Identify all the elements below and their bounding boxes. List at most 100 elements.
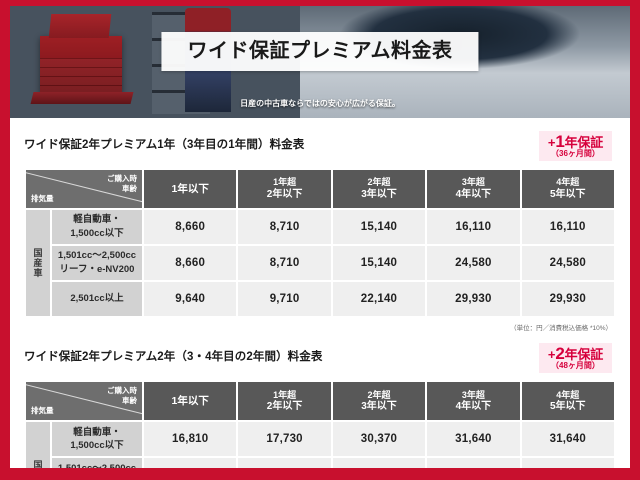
badge-main-label: +2年保証: [548, 345, 603, 363]
column-header-1: 1年超 2年以下: [238, 170, 331, 209]
column-header-2-line2: 3年以下: [361, 188, 397, 200]
cell-value: 17,890: [238, 458, 331, 468]
cell-value: 29,930: [427, 282, 520, 317]
section-header: ワイド保証2年プレミアム1年（3年目の1年間）料金表 +1年保証 （36ヶ月間）: [24, 131, 616, 162]
column-header-4-line1: 4年超: [556, 389, 580, 400]
column-header-3: 3年超 4年以下: [427, 170, 520, 209]
cell-value: 31,640: [427, 422, 520, 457]
column-header-1-line2: 2年以下: [266, 400, 303, 412]
rate-table-2year: ご購入時 車齢 排気量 1年以下 1年超 2年以下 2年超 3年以下: [24, 380, 616, 468]
cell-value: 17,730: [238, 422, 331, 457]
column-header-3-line1: 3年超: [461, 389, 485, 400]
section-premium-1year: ワイド保証2年プレミアム1年（3年目の1年間）料金表 +1年保証 （36ヶ月間）: [24, 131, 616, 332]
row-label-0-line1: 軽自動車・: [73, 426, 121, 438]
row-label-0-line2: 1,500cc以下: [70, 228, 124, 240]
cell-value: 9,710: [238, 282, 331, 317]
cell-value: 42,160: [521, 458, 614, 468]
cell-value: 30,370: [332, 422, 426, 457]
page-title: ワイド保証プレミアム料金表: [187, 40, 453, 62]
corner-age-line2: 車齢: [122, 183, 137, 193]
column-header-2-line2: 3年以下: [361, 400, 397, 412]
column-header-1-line2: 2年以下: [266, 188, 303, 200]
column-header-2-line1: 2年超: [367, 177, 391, 188]
toolbox-drawers-decoration: [40, 58, 122, 94]
table-row: 国産車 軽自動車・ 1,500cc以下 16,810 17,730 30,370…: [26, 422, 614, 468]
badge-number: 1: [555, 132, 565, 151]
hero-banner: ワイド保証プレミアム料金表 日産の中古車ならではの安心が広がる保証。: [10, 6, 630, 118]
row-label-0: 軽自動車・ 1,500cc以下: [52, 210, 142, 245]
row-label-1: 1,501cc～2,500cc リーフ・e-NV200: [52, 458, 142, 468]
cell-value: 8,710: [238, 210, 331, 245]
row-group-label: 国産車: [26, 210, 50, 317]
section-header: ワイド保証2年プレミアム2年（3・4年目の2年間）料金表 +2年保証 （48ヶ月…: [24, 343, 616, 374]
row-label-1-line1: 1,501cc～2,500cc: [57, 250, 137, 262]
corner-displacement-label: 排気量: [31, 194, 54, 204]
table-header-row: ご購入時 車齢 排気量 1年以下 1年超 2年以下 2年超 3年以下: [26, 382, 614, 421]
unit-note: （単位：円／消費税込価格 *10%）: [510, 325, 612, 333]
column-header-3-line1: 3年超: [461, 177, 485, 188]
column-header-4: 4年超 5年以下: [521, 170, 614, 209]
page-inner: ワイド保証プレミアム料金表 日産の中古車ならではの安心が広がる保証。 ワイド保証…: [10, 6, 630, 468]
column-header-4: 4年超 5年以下: [521, 382, 614, 421]
cell-value: 24,580: [427, 246, 520, 281]
hero-title-box: ワイド保証プレミアム料金表: [161, 32, 479, 71]
column-header-3-line2: 4年以下: [455, 400, 492, 412]
table-row: 1,501cc～2,500cc リーフ・e-NV200 8,660 8,710 …: [26, 246, 614, 281]
cell-value: 15,140: [332, 246, 426, 281]
corner-age-line2: 車齢: [122, 395, 137, 405]
table-row: 国産車 軽自動車・ 1,500cc以下 8,660 8,710 15,140 1…: [26, 210, 614, 317]
table-corner-header: ご購入時 車齢 排気量: [26, 170, 142, 209]
badge-main-label: +1年保証: [548, 133, 603, 151]
content-area: ワイド保証2年プレミアム1年（3年目の1年間）料金表 +1年保証 （36ヶ月間）: [10, 118, 630, 468]
corner-displacement-label: 排気量: [31, 406, 54, 416]
corner-age-line1: ご購入時: [107, 386, 137, 396]
red-toolbox-decoration: [40, 36, 122, 94]
row-label-0: 軽自動車・ 1,500cc以下: [52, 422, 142, 457]
hero-subtitle: 日産の中古車ならではの安心が広がる保証。: [240, 99, 400, 108]
section-title: ワイド保証2年プレミアム1年（3年目の1年間）料金表: [24, 139, 305, 151]
cell-value: 22,140: [332, 282, 426, 317]
cell-value: 16,900: [144, 458, 237, 468]
badge-sub-label: （36ヶ月間）: [551, 148, 600, 158]
column-header-3: 3年超 4年以下: [427, 382, 520, 421]
cell-value: 15,140: [332, 210, 426, 245]
status-badge: +2年保証 （48ヶ月間）: [538, 343, 612, 374]
row-group-label: 国産車: [26, 422, 50, 468]
cell-value: 8,660: [144, 210, 237, 245]
badge-prefix: +: [547, 347, 556, 363]
column-header-4-line1: 4年超: [556, 177, 580, 188]
corner-age-label: ご購入時 車齢: [107, 174, 137, 193]
row-label-0-line1: 軽自動車・: [73, 214, 121, 226]
column-header-1-line1: 1年超: [273, 389, 297, 400]
cell-value: 16,110: [521, 210, 614, 245]
table-row: 2,501cc以上 9,640 9,710 22,140 29,930 29,9…: [26, 282, 614, 317]
column-header-2-line1: 2年超: [367, 389, 391, 400]
column-header-4-line2: 5年以下: [550, 188, 586, 200]
column-header-0: 1年以下: [144, 382, 237, 421]
badge-number: 2: [555, 344, 565, 364]
cell-value: 29,930: [521, 282, 614, 317]
cell-value: 8,710: [238, 246, 331, 281]
row-label-2: 2,501cc以上: [52, 282, 142, 317]
badge-suffix: 年保証: [564, 135, 604, 150]
cell-value: 8,660: [144, 246, 237, 281]
status-badge: +1年保証 （36ヶ月間）: [538, 131, 612, 162]
rate-table-1year: ご購入時 車齢 排気量 1年以下 1年超 2年以下 2年超 3年以下: [24, 168, 616, 318]
column-header-0: 1年以下: [144, 170, 237, 209]
table-row: 1,501cc～2,500cc リーフ・e-NV200 16,900 17,89…: [26, 458, 614, 468]
section-premium-2year: ワイド保証2年プレミアム2年（3・4年目の2年間）料金表 +2年保証 （48ヶ月…: [24, 343, 616, 468]
column-header-1-line1: 1年超: [273, 177, 297, 188]
cell-value: 16,810: [144, 422, 237, 457]
cell-value: 16,110: [427, 210, 520, 245]
row-label-1: 1,501cc～2,500cc リーフ・e-NV200: [52, 246, 142, 281]
cell-value: 42,160: [427, 458, 520, 468]
corner-age-label: ご購入時 車齢: [107, 386, 137, 405]
row-label-1-line1: 1,501cc～2,500cc: [58, 463, 136, 468]
workbench-decoration: [30, 92, 134, 104]
badge-suffix: 年保証: [564, 347, 604, 363]
cell-value: 31,640: [521, 422, 614, 457]
cell-value: 9,640: [144, 282, 237, 317]
section-title: ワイド保証2年プレミアム2年（3・4年目の2年間）料金表: [24, 351, 323, 364]
column-header-1: 1年超 2年以下: [238, 382, 331, 421]
